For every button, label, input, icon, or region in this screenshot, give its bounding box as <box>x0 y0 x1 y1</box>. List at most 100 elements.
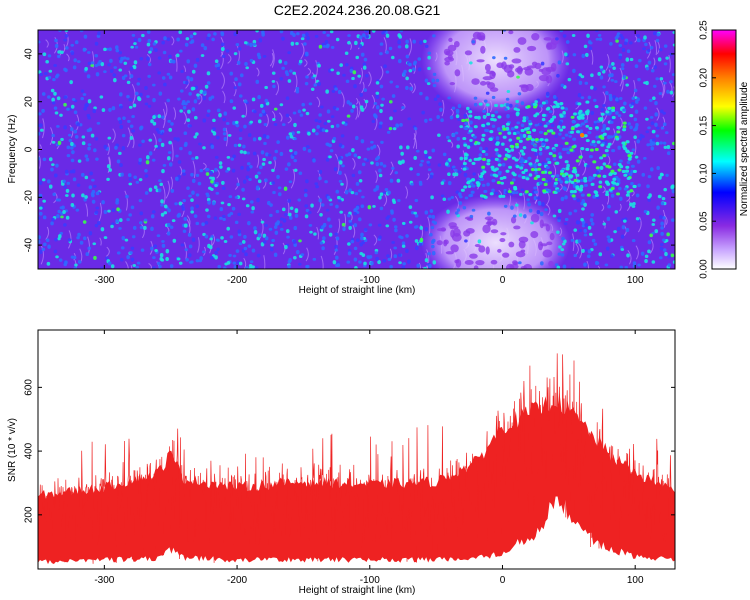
spectrogram-amplitude-mark <box>635 193 640 198</box>
spectrogram-amplitude-mark <box>139 211 144 216</box>
spectrogram-signal-mark <box>575 159 580 163</box>
spectrogram-amplitude-mark <box>358 189 362 193</box>
spectrogram-amplitude-mark <box>93 255 97 260</box>
spectrogram-amplitude-mark <box>419 225 424 230</box>
spectrogram-amplitude-mark <box>316 125 321 129</box>
spectrogram-amplitude-mark <box>161 40 165 45</box>
spectrogram-amplitude-mark <box>653 31 657 36</box>
spectrogram-amplitude-mark <box>372 144 377 149</box>
spectrogram-amplitude-mark <box>132 103 137 108</box>
spectrogram-amplitude-mark <box>237 82 242 87</box>
spectrogram-amplitude-mark <box>56 125 60 128</box>
spectrogram-amplitude-mark <box>458 192 462 197</box>
spectrogram-amplitude-mark <box>293 159 298 163</box>
spectrogram-amplitude-mark <box>73 129 78 134</box>
spectrogram-amplitude-mark <box>298 239 302 243</box>
snr-y-axis-label: SNR (10 * v/v) <box>7 418 18 482</box>
spectrogram-amplitude-mark <box>214 251 218 255</box>
spectrogram-amplitude-mark <box>222 132 227 136</box>
spectrogram-signal-mark <box>488 137 493 141</box>
spectrogram-amplitude-mark <box>94 53 99 58</box>
spectrogram-amplitude-mark <box>634 64 639 69</box>
spectrogram-amplitude-mark <box>257 94 261 100</box>
spectrogram-amplitude-mark <box>276 140 280 144</box>
spectrogram-amplitude-mark <box>103 70 107 74</box>
spectrogram-signal-mark <box>595 166 600 170</box>
spectrogram-amplitude-mark <box>662 248 667 252</box>
spectrogram-amplitude-mark <box>322 236 326 241</box>
spectrogram-amplitude-mark <box>136 82 141 86</box>
spectrogram-texture-streak <box>335 153 340 175</box>
spectrogram-amplitude-mark <box>357 155 361 159</box>
spectrogram-amplitude-mark <box>325 158 330 162</box>
spectrogram-amplitude-mark <box>382 164 387 168</box>
spectrogram-amplitude-mark <box>72 65 77 70</box>
spectrogram-amplitude-mark <box>659 172 664 177</box>
spectrogram-amplitude-mark <box>664 239 669 243</box>
spectrogram-amplitude-mark <box>655 134 660 138</box>
spectrogram-amplitude-mark <box>660 226 664 230</box>
spectrogram-amplitude-mark <box>335 123 340 128</box>
spectrogram-amplitude-mark <box>431 148 436 153</box>
spectrogram-amplitude-mark <box>152 97 156 103</box>
spectrogram-signal-mark <box>462 167 467 171</box>
spectrogram-amplitude-mark <box>262 233 267 238</box>
spectrogram-amplitude-mark <box>355 55 360 60</box>
spectrogram-amplitude-mark <box>335 107 340 111</box>
spectrogram-amplitude-mark <box>283 186 288 191</box>
spectrogram-amplitude-mark <box>454 131 459 135</box>
spectrogram-texture-speck <box>507 70 515 78</box>
spectrogram-amplitude-mark <box>256 197 260 203</box>
spectrogram-texture-streak <box>162 185 166 205</box>
spectrogram-signal-mark <box>475 181 480 185</box>
spectrogram-amplitude-mark <box>109 58 113 63</box>
colorbar-tick-label: 0.10 <box>699 163 710 183</box>
spectrogram-amplitude-mark <box>281 66 285 70</box>
spectrogram-amplitude-mark <box>605 153 610 157</box>
spectrogram-amplitude-mark <box>464 239 468 243</box>
spectrogram-amplitude-mark <box>378 168 382 173</box>
spectrogram-amplitude-mark <box>65 194 69 197</box>
spectrogram-amplitude-mark <box>229 235 234 239</box>
spectrogram-amplitude-mark <box>151 210 156 214</box>
spectrogram-signal-mark <box>490 114 495 118</box>
spectrogram-amplitude-mark <box>647 249 651 254</box>
spectrogram-amplitude-mark <box>463 172 468 177</box>
spectrogram-amplitude-mark <box>147 38 152 43</box>
spectrogram-amplitude-mark <box>370 161 374 165</box>
spectrogram-texture-speck <box>448 37 453 42</box>
spectrogram-amplitude-mark <box>572 53 577 57</box>
spectrogram-amplitude-mark <box>106 177 110 181</box>
spectrogram-amplitude-mark <box>39 72 43 77</box>
spectrogram-signal-mark <box>468 110 473 114</box>
spectrogram-amplitude-mark <box>47 179 51 184</box>
spectrogram-amplitude-mark <box>642 47 646 51</box>
spectrogram-texture-streak <box>320 255 324 269</box>
spectrogram-signal-mark <box>517 174 522 178</box>
spectrogram-signal-mark <box>612 171 617 176</box>
spectrogram-amplitude-mark <box>87 61 92 66</box>
spectrogram-amplitude-mark <box>272 156 277 161</box>
spectrogram-texture-streak <box>634 35 638 43</box>
spectrogram-texture-speck <box>546 241 553 246</box>
spectrogram-signal-mark <box>468 114 473 118</box>
spectrogram-signal-mark <box>594 104 599 109</box>
spectrogram-amplitude-mark <box>181 206 186 211</box>
spectrogram-amplitude-mark <box>239 73 244 78</box>
spectrogram-texture-speck <box>508 30 514 35</box>
spectrogram-amplitude-mark <box>520 101 525 106</box>
spectrogram-amplitude-mark <box>315 185 319 189</box>
spectrogram-texture-streak <box>198 93 203 105</box>
spectrogram-signal-mark <box>588 178 593 182</box>
spectrogram-texture-streak <box>170 176 173 190</box>
spectrogram-amplitude-mark <box>151 158 156 162</box>
spectrogram-amplitude-mark <box>647 175 652 179</box>
spectrogram-amplitude-mark <box>171 219 176 223</box>
spectrogram-amplitude-mark <box>82 236 87 241</box>
spectrogram-amplitude-mark <box>103 47 107 52</box>
spectrogram-amplitude-mark <box>388 100 393 104</box>
spectrogram-amplitude-mark <box>302 146 307 151</box>
spectrogram-amplitude-mark <box>646 143 650 147</box>
spectrogram-amplitude-mark <box>191 178 196 184</box>
spectrogram-amplitude-mark <box>558 155 563 159</box>
